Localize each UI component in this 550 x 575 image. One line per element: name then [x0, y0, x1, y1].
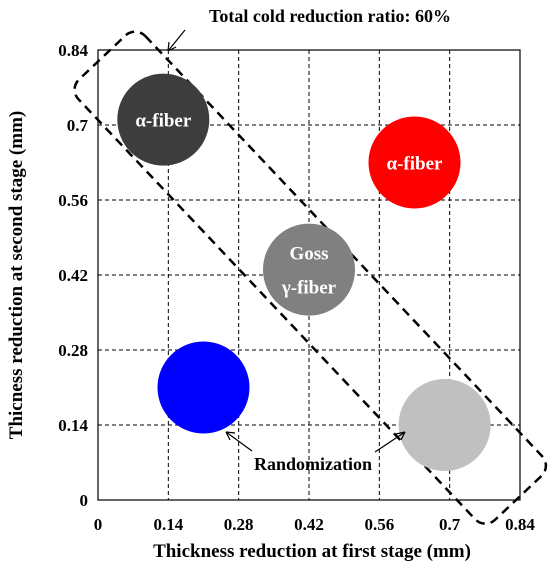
annotation-arrow: [167, 29, 186, 52]
annotation-total-reduction: Total cold reduction ratio: 60%: [209, 6, 451, 26]
y-tick-label: 0.14: [58, 416, 88, 435]
y-tick-label: 0.84: [58, 41, 88, 60]
texture-bubble: [368, 116, 461, 209]
x-tick-label: 0: [94, 515, 103, 534]
texture-bubble: [157, 341, 250, 434]
bubble-label: α-fiber: [135, 111, 192, 132]
x-tick-label: 0.7: [439, 515, 461, 534]
bubble-label: γ-fiber: [281, 278, 337, 299]
annotation-arrow: [225, 431, 253, 452]
plot-frame: [97, 49, 521, 501]
annotation-layer: Total cold reduction ratio: 60% Randomiza…: [167, 6, 451, 474]
texture-bubble: [263, 223, 355, 316]
tick-layer: 0 0.14 0.28 0.42 0.56 0.7 0.84 0 0.14 0.28 0.42 0.5…: [58, 41, 535, 534]
y-tick-label: 0.7: [67, 116, 89, 135]
y-tick-label: 0.28: [58, 341, 88, 360]
bubble-label: Goss: [289, 244, 328, 265]
x-tick-label: 0.42: [294, 515, 324, 534]
y-tick-label: 0.42: [58, 266, 88, 285]
bubble-label: α-fiber: [387, 154, 444, 175]
y-tick-label: 0.56: [58, 191, 88, 210]
x-tick-label: 0.28: [224, 515, 254, 534]
x-tick-label: 0.56: [364, 515, 394, 534]
texture-bubble: [398, 379, 491, 471]
annotation-randomization: Randomization: [254, 454, 372, 474]
annotation-arrowhead: [395, 431, 406, 441]
y-tick-label: 0: [80, 491, 89, 510]
x-tick-label: 0.14: [153, 515, 183, 534]
point-layer: α-fiber α-fiber Goss γ-fiber: [117, 73, 491, 471]
texture-bubble: [117, 73, 210, 166]
x-axis-label: Thickness reduction at first stage (mm): [153, 541, 471, 562]
x-tick-label: 0.84: [505, 515, 535, 534]
annotation-arrow: [374, 431, 406, 453]
annotation-arrowhead: [225, 431, 236, 441]
annotation-arrowhead: [167, 41, 177, 52]
y-axis-label: Thicness reduction at second stage (mm): [6, 111, 27, 439]
